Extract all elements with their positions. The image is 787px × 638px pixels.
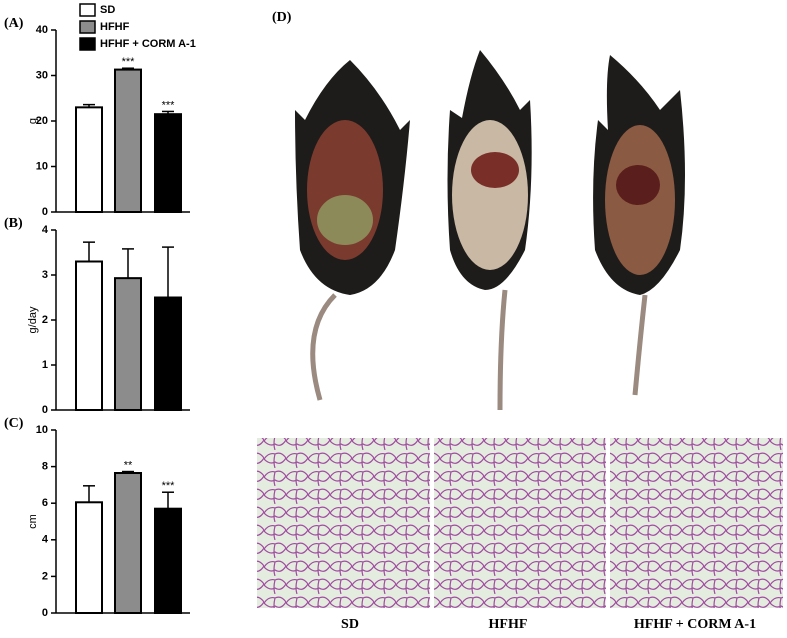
y-tick-label: 3	[42, 269, 48, 281]
y-tick-label: 4	[42, 224, 49, 236]
histology-images	[257, 438, 783, 608]
legend-swatch	[79, 37, 96, 51]
bar	[75, 106, 103, 213]
y-tick-label: 2	[42, 570, 48, 582]
significance: ***	[162, 480, 176, 492]
y-tick-label: 10	[36, 424, 48, 436]
y-axis-label: g	[27, 118, 39, 124]
y-axis-label: cm	[27, 514, 39, 529]
y-tick-label: 6	[42, 497, 48, 509]
significance: ***	[162, 99, 176, 111]
bar	[114, 68, 142, 213]
significance: **	[124, 459, 133, 471]
legend-label: SD	[100, 4, 115, 16]
bar	[114, 472, 142, 614]
photo-panel: (D) SD HFHF HFHF + CORM A-1	[257, 10, 783, 632]
y-tick-label: 0	[42, 404, 48, 416]
legend-label: HFHF + CORM A-1	[100, 38, 196, 50]
y-tick-label: 40	[36, 24, 48, 36]
y-tick-label: 0	[42, 607, 48, 619]
caption: SD	[341, 617, 359, 632]
bar	[154, 113, 182, 213]
y-tick-label: 8	[42, 461, 48, 473]
caption: HFHF + CORM A-1	[634, 617, 756, 632]
y-tick-label: 10	[36, 160, 48, 172]
bar	[114, 277, 142, 411]
y-tick-label: 2	[42, 314, 48, 326]
y-tick-label: 30	[36, 69, 48, 81]
legend-swatch	[79, 20, 96, 34]
bar	[75, 501, 103, 614]
mouse-photos	[295, 50, 685, 411]
y-tick-label: 20	[36, 115, 48, 127]
panel-label: (A)	[4, 16, 24, 31]
y-tick-label: 0	[42, 206, 48, 218]
y-tick-label: 4	[42, 534, 49, 546]
panel-label: (D)	[272, 10, 292, 25]
legend-swatch	[79, 3, 96, 17]
panel-label: (C)	[4, 416, 24, 431]
y-tick-label: 1	[42, 359, 48, 371]
bar	[154, 296, 182, 411]
bar	[154, 507, 182, 614]
bar	[75, 260, 103, 411]
panel-label: (B)	[4, 216, 23, 231]
legend-label: HFHF	[100, 21, 130, 33]
y-axis-label: g/day	[27, 306, 39, 333]
significance: ***	[122, 56, 136, 68]
caption: HFHF	[489, 617, 528, 632]
